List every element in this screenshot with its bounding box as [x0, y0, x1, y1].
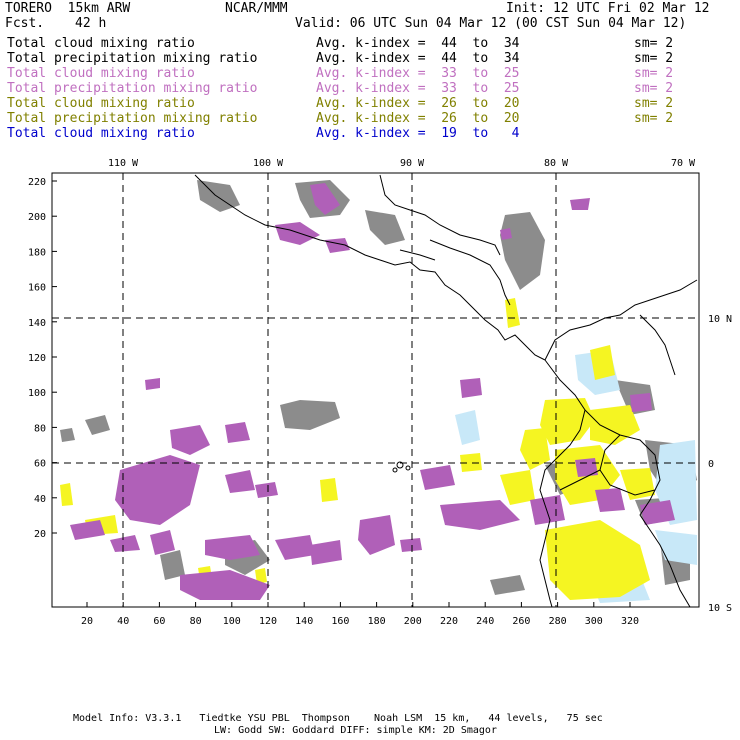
longitude-label: 70 W: [671, 158, 696, 169]
latlon-grid: [52, 173, 699, 607]
legend-range: Avg. k-index = 19 to 4: [316, 126, 520, 141]
legend-field: Total precipitation mixing ratio: [7, 81, 258, 96]
latitude-label: 0: [708, 459, 714, 470]
y-tick-label: 180: [28, 247, 46, 258]
legend-field: Total precipitation mixing ratio: [7, 51, 258, 66]
legend-field: Total cloud mixing ratio: [7, 66, 195, 81]
x-tick-label: 120: [259, 616, 277, 627]
latitude-label: 10 N: [708, 314, 732, 325]
latitude-label: 10 S: [708, 603, 732, 614]
y-tick-label: 200: [28, 212, 46, 223]
longitude-label: 90 W: [400, 158, 425, 169]
x-tick-label: 240: [476, 616, 494, 627]
legend-smoothing: sm= 2: [634, 51, 674, 66]
y-tick-label: 100: [28, 388, 46, 399]
x-tick-label: 100: [223, 616, 241, 627]
legend-range: Avg. k-index = 44 to 34: [316, 51, 520, 66]
x-tick-label: 140: [295, 616, 313, 627]
longitude-label: 110 W: [108, 158, 139, 169]
y-tick-label: 60: [34, 459, 46, 470]
legend-range: Avg. k-index = 26 to 20: [316, 111, 520, 126]
forecast-label: Fcst.: [5, 16, 45, 31]
y-tick-label: 140: [28, 318, 46, 329]
x-tick-label: 180: [368, 616, 386, 627]
x-tick-label: 160: [331, 616, 349, 627]
axis-ticks: [52, 180, 631, 607]
longitude-label: 80 W: [544, 158, 569, 169]
x-tick-label: 200: [404, 616, 422, 627]
x-tick-label: 220: [440, 616, 458, 627]
x-tick-label: 60: [153, 616, 165, 627]
x-tick-label: 260: [512, 616, 530, 627]
legend-smoothing: sm= 2: [634, 36, 674, 51]
y-tick-label: 160: [28, 283, 46, 294]
y-tick-label: 40: [34, 494, 46, 505]
x-tick-label: 80: [190, 616, 202, 627]
purple-areas: [70, 183, 675, 600]
legend-field: Total precipitation mixing ratio: [7, 111, 258, 126]
legend-smoothing: sm= 2: [634, 96, 674, 111]
x-tick-label: 40: [117, 616, 129, 627]
legend-range: Avg. k-index = 33 to 25: [316, 66, 520, 81]
legend-smoothing: sm= 2: [634, 111, 674, 126]
legend-field: Total cloud mixing ratio: [7, 96, 195, 111]
x-tick-label: 300: [585, 616, 603, 627]
coastlines: [194, 174, 698, 608]
x-tick-label: 320: [621, 616, 639, 627]
y-tick-label: 220: [28, 177, 46, 188]
legend-field: Total cloud mixing ratio: [7, 36, 195, 51]
legend-field: Total cloud mixing ratio: [7, 126, 195, 141]
legend-range: Avg. k-index = 33 to 25: [316, 81, 520, 96]
x-tick-label: 280: [549, 616, 567, 627]
physics-info: LW: Godd SW: Goddard DIFF: simple KM: 2D…: [214, 725, 497, 736]
longitude-label: 100 W: [253, 158, 284, 169]
init-time: Init: 12 UTC Fri 02 Mar 12: [506, 1, 710, 16]
geo-labels: 110 W 100 W 90 W 80 W 70 W 10 N 0 10 S: [108, 158, 732, 614]
y-tick-label: 120: [28, 353, 46, 364]
axis-tick-labels: 220 200 180 160 140 120 100 80 60 40 20 20 40 60 80 100…: [28, 177, 639, 627]
valid-time: Valid: 06 UTC Sun 04 Mar 12 (00 CST Sun …: [295, 16, 687, 31]
legend-range: Avg. k-index = 26 to 20: [316, 96, 520, 111]
forecast-hours: 42 h: [75, 16, 107, 31]
y-tick-label: 80: [34, 423, 46, 434]
model-title: TORERO 15km ARW: [5, 1, 131, 16]
legend-range: Avg. k-index = 44 to 34: [316, 36, 520, 51]
legend-smoothing: sm= 2: [634, 66, 674, 81]
organization: NCAR/MMM: [225, 1, 288, 16]
y-tick-label: 20: [34, 529, 46, 540]
model-info: Model Info: V3.3.1 Tiedtke YSU PBL Thomp…: [73, 713, 603, 724]
x-tick-label: 20: [81, 616, 93, 627]
legend-smoothing: sm= 2: [634, 81, 674, 96]
